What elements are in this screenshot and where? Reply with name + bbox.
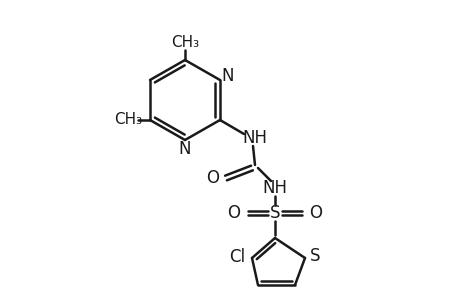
Text: N: N: [179, 140, 191, 158]
Text: NH: NH: [262, 179, 287, 197]
Text: O: O: [206, 169, 219, 187]
Text: NH: NH: [242, 129, 267, 147]
Text: Cl: Cl: [229, 248, 245, 266]
Text: N: N: [221, 67, 234, 85]
Text: CH₃: CH₃: [114, 112, 142, 128]
Text: S: S: [309, 247, 319, 265]
Text: O: O: [227, 204, 240, 222]
Text: S: S: [269, 204, 280, 222]
Text: O: O: [309, 204, 322, 222]
Text: CH₃: CH₃: [171, 34, 199, 50]
